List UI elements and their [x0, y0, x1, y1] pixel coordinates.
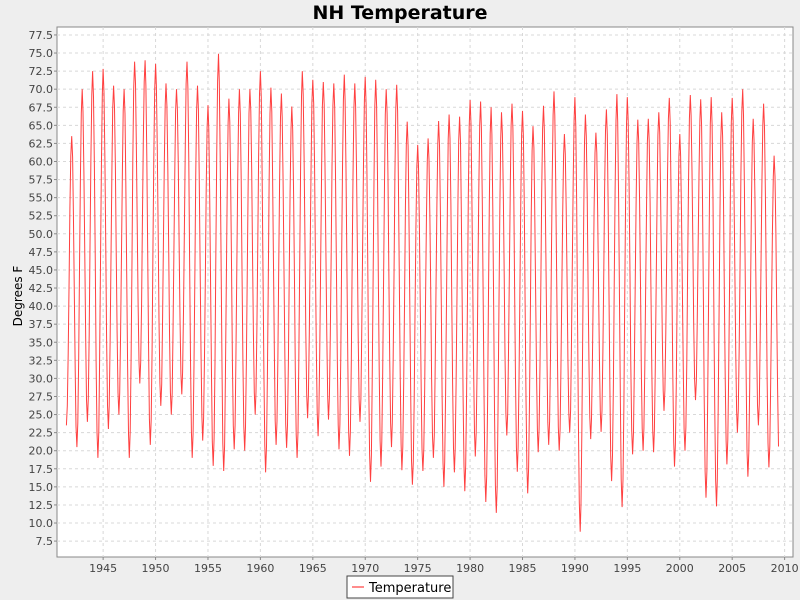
- y-tick-label: 45.0: [29, 264, 54, 277]
- chart-title: NH Temperature: [312, 2, 487, 24]
- x-tick-label: 1945: [89, 562, 117, 575]
- x-axis: 1945 1950 1955 1960 1965 1970 1975 1980 1985 1990…: [89, 557, 799, 575]
- x-tick-label: 1985: [509, 562, 537, 575]
- y-tick-label: 17.5: [29, 463, 54, 476]
- y-tick-label: 32.5: [29, 354, 54, 367]
- y-tick-label: 70.0: [29, 83, 54, 96]
- x-tick-label: 1955: [194, 562, 222, 575]
- y-tick-label: 52.5: [29, 210, 54, 223]
- y-tick-label: 67.5: [29, 101, 54, 114]
- y-axis: 7.5 10.0 12.5 15.0 17.5 20.0 22.5 25.0 27.5 30.0 3…: [29, 29, 57, 548]
- y-tick-label: 77.5: [29, 29, 54, 42]
- y-tick-label: 72.5: [29, 65, 54, 78]
- y-tick-label: 12.5: [29, 499, 54, 512]
- y-tick-label: 10.0: [29, 517, 54, 530]
- legend-box: [346, 575, 454, 599]
- y-tick-label: 75.0: [29, 47, 54, 60]
- y-tick-label: 37.5: [29, 318, 54, 331]
- y-tick-label: 65.0: [29, 119, 54, 132]
- y-tick-label: 57.5: [29, 174, 54, 187]
- y-tick-label: 22.5: [29, 427, 54, 440]
- y-tick-label: 60.0: [29, 155, 54, 168]
- legend: Temperature: [346, 575, 454, 599]
- x-tick-label: 2010: [771, 562, 799, 575]
- y-tick-label: 35.0: [29, 336, 54, 349]
- y-tick-label: 7.5: [36, 535, 54, 548]
- y-tick-label: 47.5: [29, 246, 54, 259]
- series-line-temperature: [65, 53, 779, 532]
- y-tick-label: 25.0: [29, 409, 54, 422]
- y-tick-label: 55.0: [29, 192, 54, 205]
- y-tick-label: 42.5: [29, 282, 54, 295]
- y-tick-label: 50.0: [29, 228, 54, 241]
- x-tick-label: 1965: [299, 562, 327, 575]
- y-tick-label: 15.0: [29, 481, 54, 494]
- y-tick-label: 27.5: [29, 390, 54, 403]
- y-tick-label: 62.5: [29, 137, 54, 150]
- x-tick-label: 1960: [246, 562, 274, 575]
- x-tick-label: 1990: [561, 562, 589, 575]
- x-tick-label: 2000: [666, 562, 694, 575]
- x-tick-label: 1995: [613, 562, 641, 575]
- series-temperature: [65, 53, 779, 532]
- x-tick-label: 1950: [142, 562, 170, 575]
- x-tick-label: 1980: [456, 562, 484, 575]
- x-tick-label: 2005: [718, 562, 746, 575]
- legend-label-temperature: Temperature: [368, 581, 451, 596]
- x-tick-label: 1975: [404, 562, 432, 575]
- y-tick-label: 30.0: [29, 372, 54, 385]
- y-axis-label: Degrees F: [11, 266, 25, 327]
- x-tick-label: 1970: [351, 562, 379, 575]
- y-tick-label: 20.0: [29, 445, 54, 458]
- y-tick-label: 40.0: [29, 300, 54, 313]
